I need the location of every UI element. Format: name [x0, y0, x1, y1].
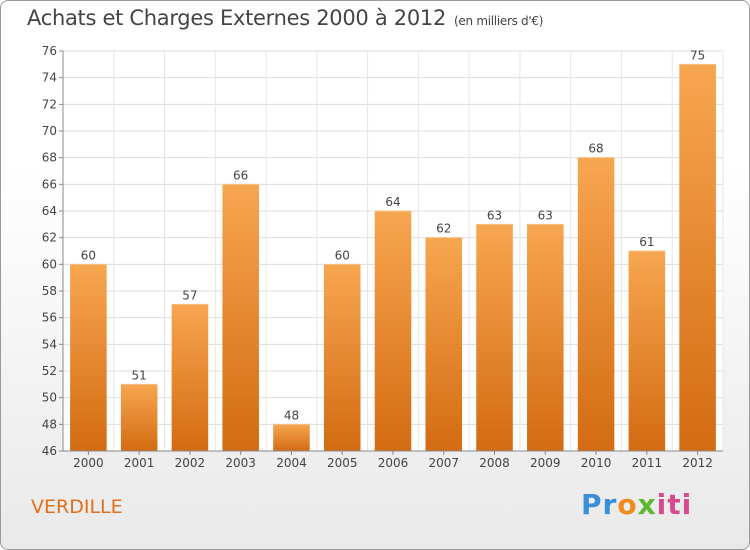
data-label: 63 — [538, 208, 553, 222]
chart-unit: (en milliers d'€) — [454, 14, 544, 28]
y-tick-label: 76 — [42, 44, 57, 58]
x-tick-label: 2001 — [124, 456, 155, 470]
y-tick-label: 64 — [42, 204, 57, 218]
x-tick-label: 2006 — [378, 456, 409, 470]
x-tick-label: 2011 — [632, 456, 663, 470]
data-label: 63 — [487, 208, 502, 222]
y-tick-label: 54 — [42, 337, 57, 351]
data-label: 48 — [284, 408, 299, 422]
logo-part-2: o — [617, 488, 638, 521]
y-tick-label: 72 — [42, 97, 57, 111]
bar — [476, 224, 513, 451]
bar — [323, 264, 361, 451]
y-tick-label: 56 — [42, 311, 57, 325]
axes — [59, 50, 723, 455]
x-tick-label: 2012 — [682, 456, 713, 470]
commune-name: VERDILLE — [31, 496, 123, 518]
data-label: 62 — [436, 222, 451, 236]
y-tick-label: 62 — [42, 231, 57, 245]
bar — [171, 304, 209, 451]
y-tick-label: 60 — [42, 257, 57, 271]
proxiti-logo: Proxiti — [581, 488, 692, 521]
y-tick-label: 48 — [42, 417, 57, 431]
y-tick-label: 50 — [42, 391, 57, 405]
bar — [374, 211, 412, 451]
bar — [628, 251, 666, 451]
x-tick-label: 2002 — [175, 456, 206, 470]
labels: 46 48 50 52 54 56 58 60 62 64 66 68 70 72 74 76 2000 60 20… — [42, 44, 713, 470]
y-tick-label: 52 — [42, 364, 57, 378]
x-tick-label: 2008 — [479, 456, 510, 470]
data-label: 60 — [81, 248, 96, 262]
data-label: 66 — [233, 168, 248, 182]
x-tick-label: 2003 — [225, 456, 256, 470]
x-tick-label: 2009 — [530, 456, 561, 470]
data-label: 68 — [588, 142, 603, 156]
x-tick-label: 2005 — [327, 456, 358, 470]
data-label: 57 — [182, 288, 197, 302]
data-label: 60 — [335, 248, 350, 262]
data-label: 51 — [132, 368, 147, 382]
y-tick-label: 70 — [42, 124, 57, 138]
bar — [577, 157, 615, 451]
bar — [120, 384, 158, 451]
bar — [679, 64, 716, 452]
y-tick-label: 58 — [42, 284, 57, 298]
data-label: 61 — [639, 235, 654, 249]
y-tick-label: 74 — [42, 71, 57, 85]
bar — [527, 224, 564, 451]
bar — [70, 264, 107, 451]
logo-part-1: Pr — [581, 488, 618, 521]
data-label: 75 — [690, 48, 705, 62]
bar — [425, 237, 463, 451]
logo-part-4: iti — [656, 488, 693, 521]
bar — [222, 184, 259, 452]
x-tick-label: 2010 — [581, 456, 612, 470]
data-label: 64 — [385, 195, 400, 209]
bars — [70, 63, 716, 452]
chart-title-text: Achats et Charges Externes 2000 à 2012 — [27, 6, 447, 30]
x-tick-label: 2007 — [428, 456, 459, 470]
logo-part-3: x — [637, 488, 657, 521]
y-tick-label: 46 — [42, 444, 57, 458]
y-tick-label: 66 — [42, 177, 57, 191]
chart-title: Achats et Charges Externes 2000 à 2012 (e… — [27, 6, 543, 30]
x-tick-label: 2000 — [73, 456, 104, 470]
x-tick-label: 2004 — [276, 456, 307, 470]
bar — [273, 424, 310, 451]
y-tick-label: 68 — [42, 151, 57, 165]
